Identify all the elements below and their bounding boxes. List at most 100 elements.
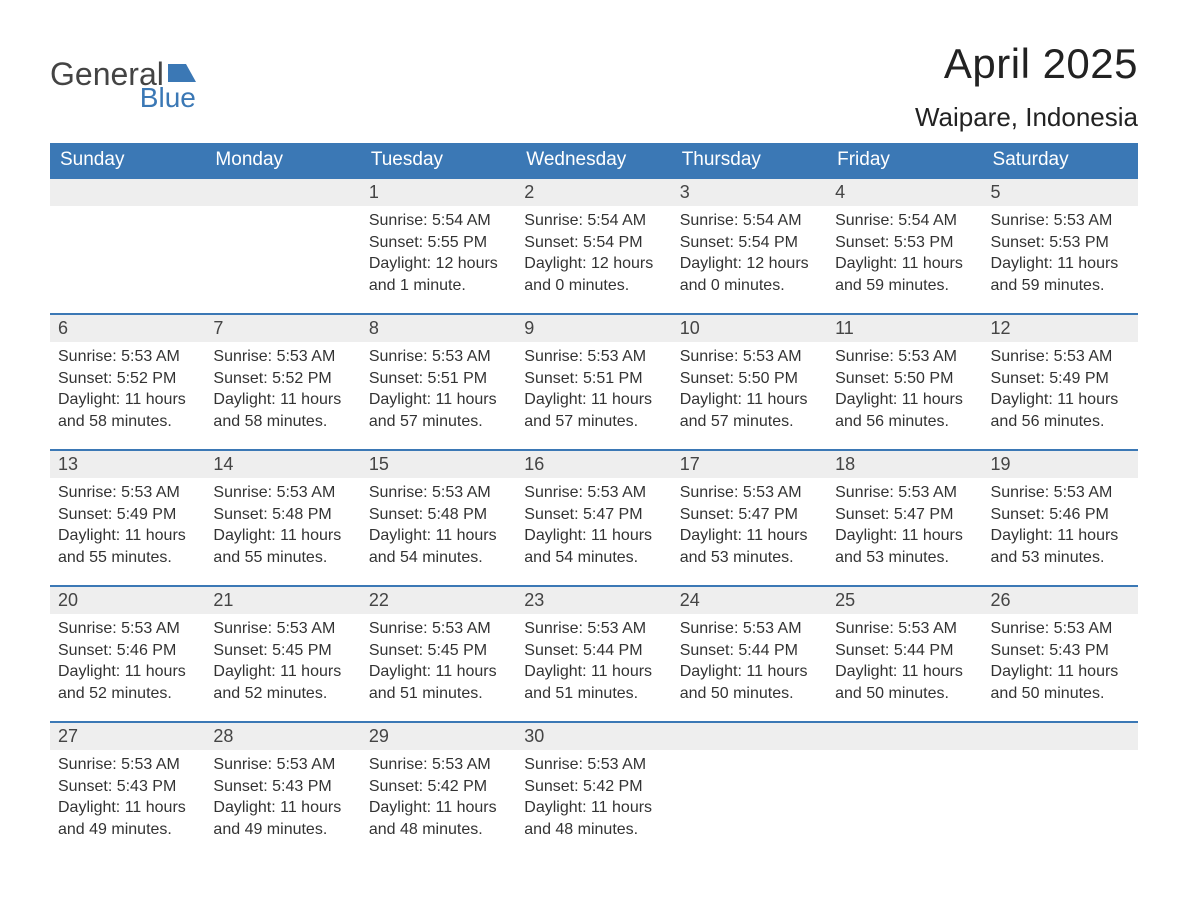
day-number: 10 [672,313,827,342]
day-number [672,721,827,750]
calendar-week-row: 13Sunrise: 5:53 AMSunset: 5:49 PMDayligh… [50,449,1138,585]
day-body: Sunrise: 5:53 AMSunset: 5:47 PMDaylight:… [827,478,982,574]
calendar-day-cell: 21Sunrise: 5:53 AMSunset: 5:45 PMDayligh… [205,585,360,721]
daylight-text: Daylight: 11 hours and 59 minutes. [991,253,1130,296]
day-body: Sunrise: 5:53 AMSunset: 5:43 PMDaylight:… [50,750,205,846]
day-number: 6 [50,313,205,342]
calendar-day-cell: 11Sunrise: 5:53 AMSunset: 5:50 PMDayligh… [827,313,982,449]
daylight-text: Daylight: 11 hours and 57 minutes. [369,389,508,432]
daylight-text: Daylight: 11 hours and 57 minutes. [680,389,819,432]
day-body: Sunrise: 5:53 AMSunset: 5:52 PMDaylight:… [50,342,205,438]
day-body: Sunrise: 5:53 AMSunset: 5:46 PMDaylight:… [983,478,1138,574]
day-body: Sunrise: 5:53 AMSunset: 5:49 PMDaylight:… [50,478,205,574]
day-number: 30 [516,721,671,750]
weekday-header: Friday [827,143,982,177]
daylight-text: Daylight: 12 hours and 1 minute. [369,253,508,296]
sunrise-text: Sunrise: 5:53 AM [835,618,974,640]
daylight-text: Daylight: 11 hours and 53 minutes. [680,525,819,568]
sunset-text: Sunset: 5:54 PM [680,232,819,254]
day-number: 28 [205,721,360,750]
day-number: 29 [361,721,516,750]
daylight-text: Daylight: 11 hours and 58 minutes. [213,389,352,432]
daylight-text: Daylight: 11 hours and 48 minutes. [524,797,663,840]
daylight-text: Daylight: 11 hours and 50 minutes. [991,661,1130,704]
calendar-day-cell: 27Sunrise: 5:53 AMSunset: 5:43 PMDayligh… [50,721,205,857]
daylight-text: Daylight: 11 hours and 55 minutes. [58,525,197,568]
daylight-text: Daylight: 11 hours and 51 minutes. [524,661,663,704]
day-number: 20 [50,585,205,614]
calendar-day-cell: 23Sunrise: 5:53 AMSunset: 5:44 PMDayligh… [516,585,671,721]
calendar-day-cell: 1Sunrise: 5:54 AMSunset: 5:55 PMDaylight… [361,177,516,313]
calendar-day-cell: 12Sunrise: 5:53 AMSunset: 5:49 PMDayligh… [983,313,1138,449]
sunset-text: Sunset: 5:43 PM [991,640,1130,662]
calendar-week-row: 6Sunrise: 5:53 AMSunset: 5:52 PMDaylight… [50,313,1138,449]
sunrise-text: Sunrise: 5:53 AM [369,754,508,776]
calendar-day-cell: 9Sunrise: 5:53 AMSunset: 5:51 PMDaylight… [516,313,671,449]
sunset-text: Sunset: 5:47 PM [680,504,819,526]
daylight-text: Daylight: 11 hours and 52 minutes. [58,661,197,704]
sunset-text: Sunset: 5:52 PM [213,368,352,390]
daylight-text: Daylight: 11 hours and 51 minutes. [369,661,508,704]
location-label: Waipare, Indonesia [915,102,1138,133]
day-number: 26 [983,585,1138,614]
daylight-text: Daylight: 11 hours and 48 minutes. [369,797,508,840]
sunrise-text: Sunrise: 5:53 AM [369,618,508,640]
daylight-text: Daylight: 11 hours and 59 minutes. [835,253,974,296]
daylight-text: Daylight: 11 hours and 54 minutes. [369,525,508,568]
sunset-text: Sunset: 5:49 PM [991,368,1130,390]
day-number: 12 [983,313,1138,342]
sunset-text: Sunset: 5:51 PM [369,368,508,390]
sunset-text: Sunset: 5:55 PM [369,232,508,254]
day-body: Sunrise: 5:53 AMSunset: 5:51 PMDaylight:… [361,342,516,438]
day-body: Sunrise: 5:53 AMSunset: 5:43 PMDaylight:… [983,614,1138,710]
sunset-text: Sunset: 5:47 PM [835,504,974,526]
sunset-text: Sunset: 5:43 PM [58,776,197,798]
calendar-day-cell: 29Sunrise: 5:53 AMSunset: 5:42 PMDayligh… [361,721,516,857]
calendar-day-cell: 7Sunrise: 5:53 AMSunset: 5:52 PMDaylight… [205,313,360,449]
logo-flag-icon [168,64,196,84]
month-title: April 2025 [915,40,1138,88]
weekday-header: Thursday [672,143,827,177]
calendar-table: Sunday Monday Tuesday Wednesday Thursday… [50,143,1138,857]
day-number [50,177,205,206]
day-body: Sunrise: 5:53 AMSunset: 5:42 PMDaylight:… [516,750,671,846]
sunrise-text: Sunrise: 5:53 AM [991,210,1130,232]
sunset-text: Sunset: 5:43 PM [213,776,352,798]
day-body: Sunrise: 5:53 AMSunset: 5:43 PMDaylight:… [205,750,360,846]
sunrise-text: Sunrise: 5:53 AM [524,618,663,640]
sunset-text: Sunset: 5:45 PM [213,640,352,662]
sunset-text: Sunset: 5:48 PM [369,504,508,526]
daylight-text: Daylight: 11 hours and 54 minutes. [524,525,663,568]
sunset-text: Sunset: 5:42 PM [524,776,663,798]
logo: General Blue [50,40,196,112]
day-number [983,721,1138,750]
calendar-day-cell: 15 Sunrise: 5:53 AMSunset: 5:48 PMDayligh… [361,449,516,585]
sunset-text: Sunset: 5:44 PM [524,640,663,662]
day-body: Sunrise: 5:54 AMSunset: 5:54 PMDaylight:… [516,206,671,302]
sunrise-text: Sunrise: 5:53 AM [369,482,508,504]
day-number: 3 [672,177,827,206]
sunrise-text: Sunrise: 5:53 AM [991,618,1130,640]
day-number: 5 [983,177,1138,206]
sunrise-text: Sunrise: 5:53 AM [680,618,819,640]
day-number: 15 [361,449,516,478]
daylight-text: Daylight: 11 hours and 53 minutes. [835,525,974,568]
sunrise-text: Sunrise: 5:53 AM [524,482,663,504]
day-body: Sunrise: 5:54 AMSunset: 5:54 PMDaylight:… [672,206,827,302]
day-number: 8 [361,313,516,342]
sunrise-text: Sunrise: 5:53 AM [58,618,197,640]
calendar-day-cell: 14Sunrise: 5:53 AMSunset: 5:48 PMDayligh… [205,449,360,585]
sunrise-text: Sunrise: 5:53 AM [213,754,352,776]
day-body: Sunrise: 5:53 AMSunset: 5:44 PMDaylight:… [672,614,827,710]
day-body: Sunrise: 5:53 AMSunset: 5:52 PMDaylight:… [205,342,360,438]
day-number: 18 [827,449,982,478]
day-number [827,721,982,750]
sunrise-text: Sunrise: 5:53 AM [58,346,197,368]
calendar-day-cell: 28Sunrise: 5:53 AMSunset: 5:43 PMDayligh… [205,721,360,857]
sunset-text: Sunset: 5:49 PM [58,504,197,526]
sunrise-text: Sunrise: 5:53 AM [213,346,352,368]
calendar-day-cell: 22Sunrise: 5:53 AMSunset: 5:45 PMDayligh… [361,585,516,721]
calendar-day-cell [672,721,827,857]
day-number: 2 [516,177,671,206]
daylight-text: Daylight: 12 hours and 0 minutes. [524,253,663,296]
